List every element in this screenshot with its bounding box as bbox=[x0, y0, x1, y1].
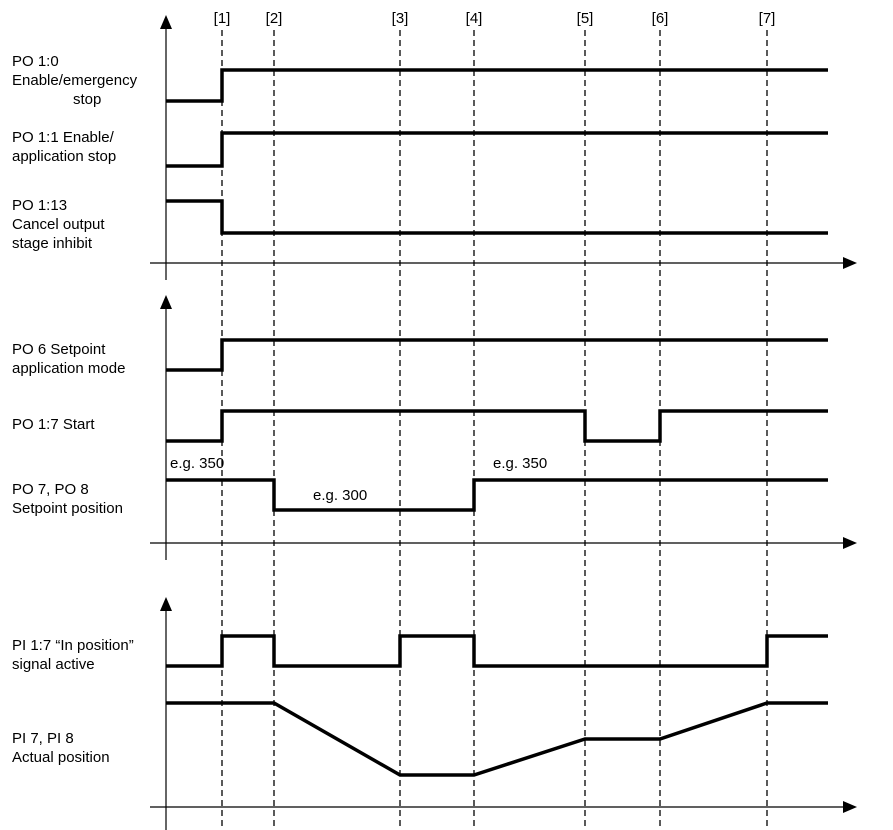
label-pi-1-7: PI 1:7 “In position” signal active bbox=[12, 637, 134, 673]
waveform-po6 bbox=[166, 338, 828, 372]
label-po-1-0: PO 1:0 Enable/emergency stop bbox=[12, 53, 138, 108]
setpoint-note-2: e.g. 300 bbox=[313, 487, 368, 504]
y-axis-arrow-3 bbox=[160, 597, 172, 611]
time-axis-arrow-1 bbox=[843, 257, 857, 269]
marker-label-1: [1] bbox=[213, 10, 231, 27]
marker-label-6: [6] bbox=[651, 10, 669, 27]
label-po-1-7: PO 1:7 Start bbox=[12, 416, 95, 433]
marker-label-2: [2] bbox=[265, 10, 283, 27]
label-po-1-13: PO 1:13 Cancel output stage inhibit bbox=[12, 197, 105, 252]
waveform-po17 bbox=[166, 409, 828, 443]
waveform-po11 bbox=[166, 131, 828, 168]
time-axis-arrow-2 bbox=[843, 537, 857, 549]
y-axis-arrow-2 bbox=[160, 295, 172, 309]
marker-label-3: [3] bbox=[391, 10, 409, 27]
setpoint-note-3: e.g. 350 bbox=[493, 455, 548, 472]
label-pi-7-8: PI 7, PI 8 Actual position bbox=[12, 730, 110, 766]
label-po-6: PO 6 Setpoint application mode bbox=[12, 341, 126, 377]
label-po-7-8: PO 7, PO 8 Setpoint position bbox=[12, 481, 123, 517]
time-axis-arrow-3 bbox=[843, 801, 857, 813]
y-axis-arrow-1 bbox=[160, 15, 172, 29]
waveform-pi17 bbox=[166, 634, 828, 668]
label-po-1-1: PO 1:1 Enable/application stop bbox=[12, 129, 117, 165]
marker-label-5: [5] bbox=[576, 10, 594, 27]
setpoint-note-1: e.g. 350 bbox=[170, 455, 225, 472]
waveform-po113 bbox=[166, 199, 828, 235]
waveform-po10 bbox=[166, 68, 828, 103]
waveform-pi78 bbox=[166, 701, 828, 777]
marker-label-7: [7] bbox=[758, 10, 776, 27]
marker-label-4: [4] bbox=[465, 10, 483, 27]
waveform-po78 bbox=[166, 478, 828, 512]
